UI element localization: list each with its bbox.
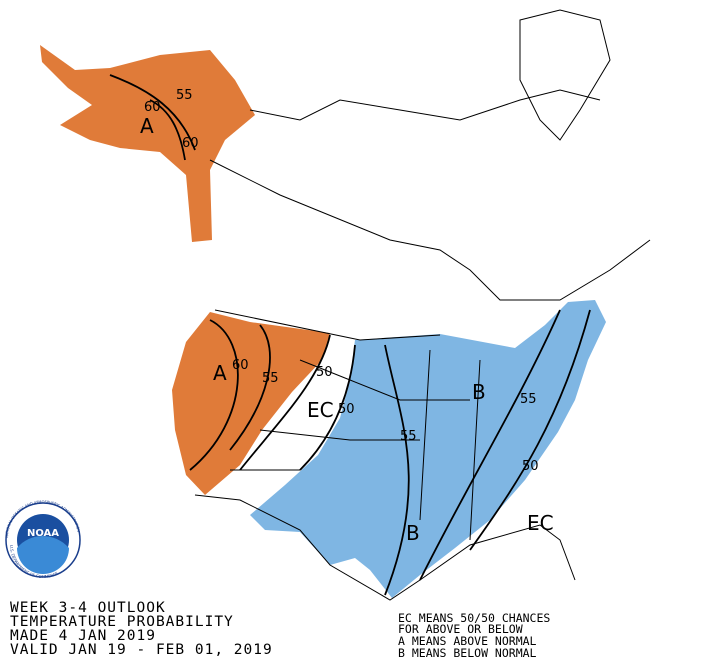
legend-line: FOR ABOVE OR BELOW (398, 622, 523, 636)
logo-wave (17, 536, 69, 574)
title-line: VALID JAN 19 - FEB 01, 2019 (10, 642, 273, 658)
above-region-alaska (40, 45, 255, 242)
contour (149, 99, 186, 161)
coastline (209, 159, 651, 301)
contour (239, 334, 331, 471)
noaa-logo: NOAA NATIONAL OCEANIC AND ATMOSPHERIC AD… (5, 500, 81, 579)
contour-label: 55 (520, 392, 537, 407)
contour-label: 60 (232, 358, 249, 373)
contour (419, 309, 561, 581)
logo-text: NOAA (27, 528, 59, 539)
greenland (519, 9, 611, 141)
contours (109, 74, 591, 596)
contour (469, 309, 591, 551)
contour (229, 324, 271, 451)
contour-label: 50 (522, 459, 539, 474)
contour-label: 50 (338, 402, 355, 417)
borders (194, 9, 651, 601)
region-label: EC (307, 398, 334, 422)
contour (189, 319, 239, 471)
region-label: B (472, 380, 486, 404)
contour-label: 50 (316, 365, 333, 380)
region-label: EC (527, 511, 554, 535)
region-label: A (213, 361, 227, 385)
state-lines (230, 349, 481, 541)
contour-label: 60 (144, 100, 161, 115)
arctic-coast (249, 89, 601, 121)
contour (384, 344, 410, 596)
legend-line: EC MEANS 50/50 CHANCES (398, 611, 550, 625)
contour-label: 55 (176, 88, 193, 103)
region-label: A (140, 114, 154, 138)
legend-line: A MEANS ABOVE NORMAL (398, 634, 537, 648)
us-canada-border (214, 309, 441, 341)
contour (109, 74, 196, 151)
contour (299, 344, 356, 471)
us-south-border (194, 494, 576, 601)
title-line: TEMPERATURE PROBABILITY (10, 614, 234, 630)
legend-line: B MEANS BELOW NORMAL (398, 646, 537, 660)
region-label: B (406, 521, 420, 545)
title-line: MADE 4 JAN 2019 (10, 628, 156, 644)
below-region-east (250, 300, 606, 598)
contour-label: 60 (182, 136, 199, 151)
contour-label: 55 (262, 371, 279, 386)
title-line: WEEK 3-4 OUTLOOK (10, 600, 166, 616)
contour-label: 55 (400, 429, 417, 444)
